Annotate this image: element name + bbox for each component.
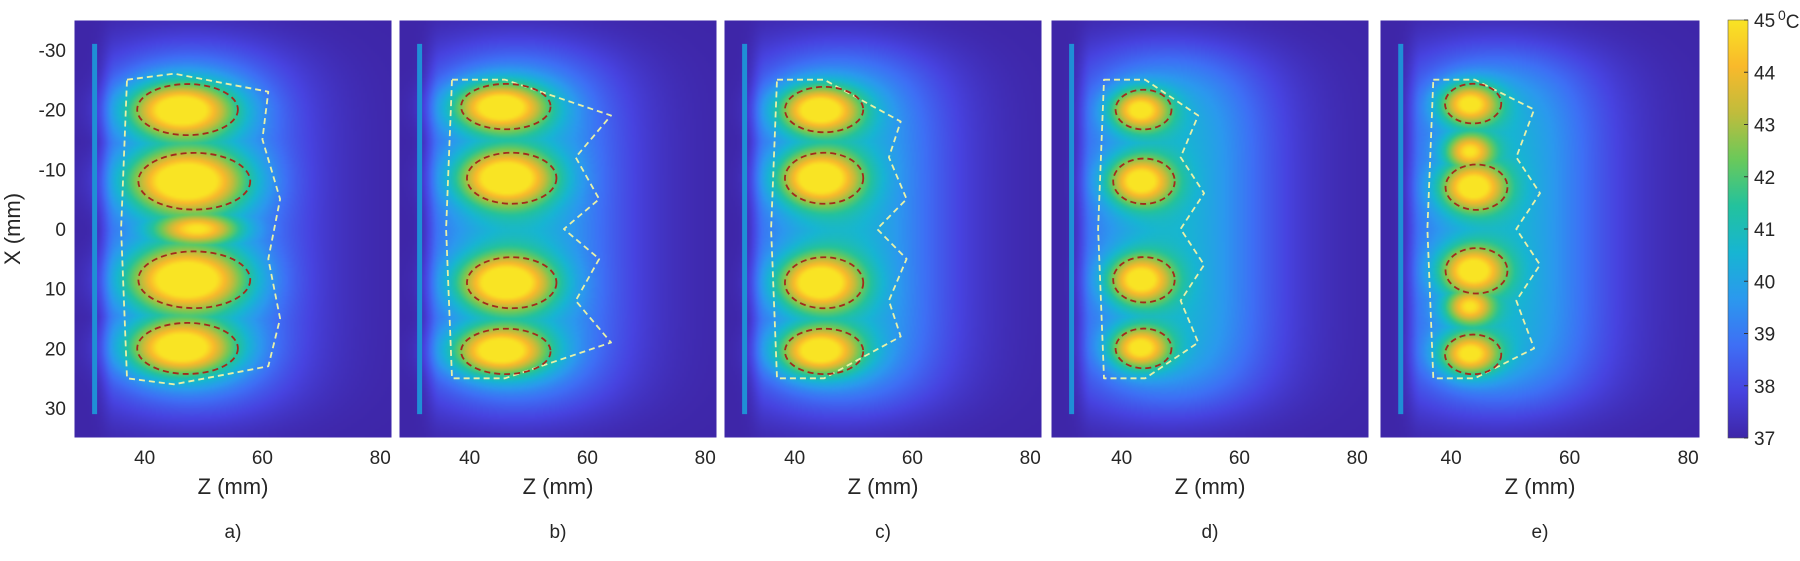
isotherm-43-contour (1112, 157, 1176, 205)
panel-a: 40 60 80 -30 -20 -10 0 10 20 30 Z (mm) X (mm) a) (0, 19, 393, 543)
isotherm-43-contour (784, 85, 865, 134)
heatmap-image (1380, 20, 1700, 438)
x-tick-label: 80 (1020, 448, 1041, 469)
panel-e: 40 60 80 Z (mm) e) (1379, 19, 1701, 543)
x-axis-label: Z (mm) (198, 474, 269, 499)
x-tick-label: 80 (370, 448, 391, 469)
x-tick-label: 40 (134, 448, 155, 469)
isotherm-43-contour (137, 151, 252, 211)
isotherm-43-contour (784, 256, 865, 310)
panel-label: c) (875, 522, 891, 543)
panel-d: 40 60 80 Z (mm) d) (1050, 19, 1370, 543)
isotherm-43-contour (1114, 327, 1173, 370)
y-axis-label: X (mm) (0, 193, 25, 265)
colorbar-tick-label: 44 (1754, 63, 1776, 84)
heatmap-image (724, 20, 1042, 438)
isotherm-43-contour (1444, 247, 1509, 295)
panel-label: a) (225, 522, 242, 543)
x-tick-label: 40 (1441, 448, 1462, 469)
isotherm-43-contour (1112, 256, 1176, 304)
heatmap-image (399, 20, 717, 438)
x-tick-label: 40 (459, 448, 480, 469)
x-tick-label: 40 (784, 448, 805, 469)
isotherm-43-contour (784, 327, 865, 376)
isotherm-41-contour (445, 78, 612, 380)
x-tick-label: 60 (1229, 448, 1250, 469)
isotherm-43-contour (136, 322, 239, 375)
colorbar-tick-label: 40 (1754, 272, 1775, 293)
panel-label: d) (1202, 522, 1219, 543)
x-tick-label: 40 (1111, 448, 1132, 469)
isotherm-43-contour (460, 82, 552, 131)
y-tick-label: -20 (39, 101, 66, 122)
heatmap-image (74, 20, 392, 438)
isotherm-43-contour (466, 151, 558, 205)
isotherm-43-contour (466, 256, 558, 310)
x-axis-label: Z (mm) (848, 474, 919, 499)
isotherm-41-contour (770, 78, 908, 380)
isotherm-43-contour (784, 151, 865, 205)
y-tick-label: 30 (45, 399, 66, 420)
colorbar-tick-label: 37 (1754, 429, 1775, 450)
x-tick-label: 60 (252, 448, 273, 469)
colorbar-tick-label: 41 (1754, 220, 1775, 241)
axes-frame (73, 19, 393, 439)
axes-frame (1379, 19, 1701, 439)
axes-frame (398, 19, 718, 439)
isotherm-43-contour (1444, 163, 1509, 211)
x-tick-label: 80 (1678, 448, 1699, 469)
x-tick-label: 80 (695, 448, 716, 469)
axes-frame (723, 19, 1043, 439)
isotherm-43-contour (1114, 88, 1173, 131)
isotherm-43-contour (137, 250, 252, 310)
y-tick-label: 10 (45, 280, 66, 301)
colorbar-tick-label: 45 (1754, 11, 1775, 32)
colorbar-tick-label: 38 (1754, 377, 1775, 398)
x-tick-label: 60 (902, 448, 923, 469)
y-tick-label: 0 (55, 220, 66, 241)
x-axis-label: Z (mm) (1175, 474, 1246, 499)
isotherm-43-contour (460, 327, 552, 376)
y-tick-label: -10 (39, 160, 66, 181)
panel-c: 40 60 80 Z (mm) c) (723, 19, 1043, 543)
x-axis-label: Z (mm) (1505, 474, 1576, 499)
colorbar-tick-label: 43 (1754, 116, 1775, 137)
colorbar: 45 44 43 42 41 40 39 38 37 0C (1727, 7, 1800, 450)
x-tick-label: 60 (577, 448, 598, 469)
y-tick-label: -30 (39, 41, 66, 62)
x-tick-label: 80 (1347, 448, 1368, 469)
x-axis-label: Z (mm) (523, 474, 594, 499)
isotherm-41-contour (1097, 78, 1205, 380)
colorbar-tick-label: 39 (1754, 325, 1775, 346)
panel-label: b) (550, 522, 567, 543)
isotherm-43-contour (1444, 333, 1503, 376)
axes-frame (1050, 19, 1370, 439)
colorbar-tick-label: 42 (1754, 168, 1775, 189)
panel-label: e) (1532, 522, 1549, 543)
y-tick-label: 20 (45, 339, 66, 360)
isotherm-41-contour (120, 72, 281, 386)
isotherm-43-contour (1444, 82, 1503, 125)
isotherm-43-contour (136, 83, 239, 136)
colorbar-unit: 0C (1778, 7, 1800, 33)
panel-b: 40 60 80 Z (mm) b) (398, 19, 718, 543)
x-tick-label: 60 (1559, 448, 1580, 469)
